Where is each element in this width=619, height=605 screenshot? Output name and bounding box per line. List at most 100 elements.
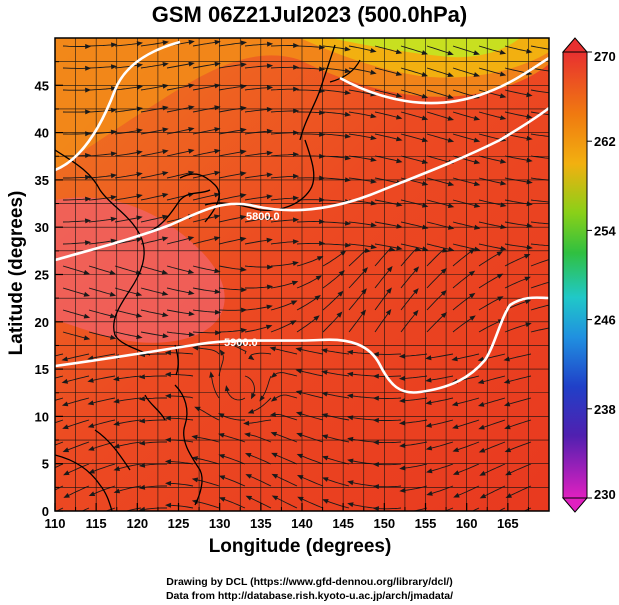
streamline-arrow: [87, 355, 94, 361]
streamline-arrow: [85, 174, 92, 180]
streamline: [401, 419, 428, 424]
warm-core: [55, 197, 225, 343]
streamline: [374, 155, 400, 162]
streamline-arrow: [504, 424, 511, 430]
streamline-arrow: [553, 222, 559, 227]
streamline: [270, 321, 295, 333]
streamline: [114, 309, 140, 317]
streamline: [248, 474, 272, 487]
streamline-arrow: [372, 351, 379, 357]
streamline-arrow: [241, 307, 248, 313]
streamline-arrow: [293, 173, 300, 179]
streamline: [218, 85, 244, 91]
streamline: [428, 441, 454, 450]
streamline-arrow: [389, 246, 396, 252]
streamline: [374, 248, 393, 267]
streamline-arrow: [214, 148, 221, 154]
contour-label-5900: 5900.0: [224, 337, 258, 349]
streamline-arrow: [224, 385, 230, 392]
streamline: [402, 485, 428, 492]
streamline: [374, 45, 400, 53]
streamline-arrow: [266, 63, 274, 69]
streamline-arrow: [372, 373, 379, 379]
streamline: [504, 254, 528, 267]
streamline-arrow: [346, 349, 354, 355]
streamline-arrow: [421, 115, 429, 121]
streamline: [530, 155, 549, 159]
streamline: [348, 269, 367, 289]
streamline: [402, 441, 428, 447]
streamline-arrow: [421, 93, 429, 99]
streamline: [192, 63, 218, 69]
streamline-arrow: [187, 236, 195, 241]
streamline: [210, 374, 220, 399]
streamline-arrow: [396, 245, 403, 251]
streamline-arrow: [553, 47, 559, 52]
streamline: [274, 474, 298, 487]
x-tick-label: 150: [373, 516, 395, 531]
streamline: [298, 433, 324, 443]
streamline-arrow: [191, 434, 198, 440]
streamline: [140, 265, 166, 274]
streamline-arrow: [110, 334, 117, 340]
streamline: [270, 262, 297, 267]
streamline-arrow: [477, 356, 484, 362]
colorbar-top-arrow: [561, 37, 589, 53]
streamline-arrow: [271, 473, 278, 479]
streamline: [270, 45, 297, 47]
streamline-arrow: [165, 393, 171, 399]
streamline-arrow: [218, 454, 225, 459]
streamline: [478, 199, 504, 206]
streamline-arrow: [85, 65, 92, 71]
streamline: [270, 219, 297, 223]
streamline: [166, 63, 192, 69]
streamline: [116, 485, 142, 493]
streamline-arrow: [425, 400, 432, 405]
streamline-arrow: [61, 356, 68, 362]
streamline-arrow: [188, 332, 195, 337]
streamline: [244, 87, 271, 91]
streamline-arrow: [372, 484, 379, 490]
streamline-arrow: [553, 134, 559, 139]
streamline: [90, 397, 116, 405]
streamline-arrow: [295, 411, 303, 417]
streamline-arrow: [344, 111, 351, 117]
streamline-arrow: [316, 256, 324, 261]
streamline-arrow: [500, 246, 507, 251]
streamline-arrow: [165, 480, 172, 486]
graticule: [55, 38, 549, 511]
streamline-arrow: [214, 61, 221, 67]
streamline-arrow: [315, 275, 323, 281]
streamline-arrow: [266, 85, 274, 91]
streamline: [348, 290, 366, 311]
streamline: [298, 370, 324, 377]
streamline: [88, 309, 114, 317]
streamline-arrow: [473, 72, 480, 77]
streamline: [140, 172, 166, 179]
colorbar-scale: [562, 51, 588, 499]
streamline-arrow: [241, 287, 248, 293]
streamline-arrow: [245, 474, 252, 479]
streamline-arrow: [479, 493, 487, 499]
streamline: [244, 108, 271, 113]
streamline: [454, 419, 480, 428]
streamline: [115, 375, 142, 380]
streamline-arrow: [344, 220, 352, 226]
streamline-arrow: [136, 128, 143, 134]
streamline: [270, 175, 297, 179]
streamline-arrow: [452, 424, 459, 429]
streamline-arrow: [347, 480, 354, 486]
streamline: [114, 64, 141, 69]
streamline-arrow: [162, 105, 169, 111]
streamline-arrow: [469, 315, 476, 321]
streamline-arrow: [473, 115, 481, 121]
streamline: [88, 153, 115, 157]
streamline: [270, 66, 297, 69]
streamline: [64, 353, 90, 361]
streamline-arrow: [447, 203, 455, 208]
streamline-arrow: [553, 178, 559, 183]
streamline-arrow: [136, 193, 143, 199]
streamline: [523, 507, 532, 511]
streamline: [88, 240, 115, 245]
streamline: [322, 111, 349, 116]
